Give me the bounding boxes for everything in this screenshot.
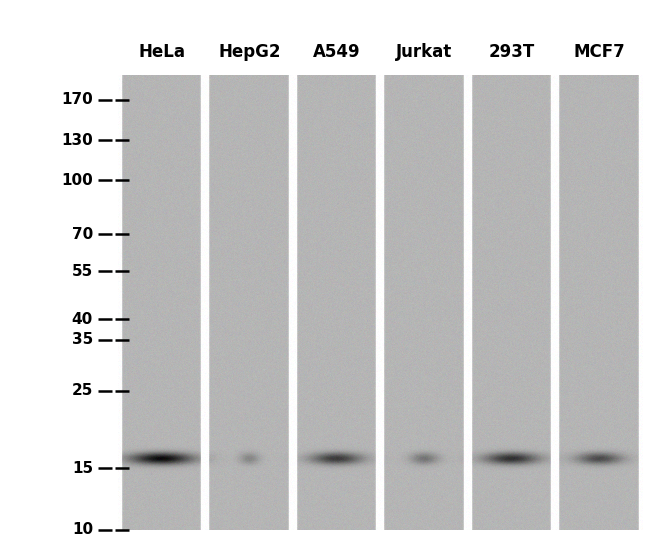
- Text: A549: A549: [313, 43, 361, 61]
- Text: 10: 10: [72, 523, 93, 538]
- Text: 35: 35: [72, 332, 93, 347]
- Bar: [297, 75, 376, 530]
- Text: 25: 25: [72, 383, 93, 399]
- Bar: [472, 75, 551, 530]
- Text: 170: 170: [61, 92, 93, 107]
- Text: 40: 40: [72, 312, 93, 327]
- Bar: [560, 75, 639, 530]
- Bar: [122, 75, 202, 530]
- Text: 55: 55: [72, 263, 93, 279]
- Text: MCF7: MCF7: [573, 43, 625, 61]
- Text: 15: 15: [72, 461, 93, 476]
- Text: 130: 130: [61, 133, 93, 148]
- Text: 293T: 293T: [489, 43, 535, 61]
- Text: HeLa: HeLa: [138, 43, 185, 61]
- Text: Jurkat: Jurkat: [396, 43, 452, 61]
- Bar: [385, 75, 464, 530]
- Text: 70: 70: [72, 227, 93, 242]
- Text: HepG2: HepG2: [218, 43, 281, 61]
- Text: 100: 100: [61, 173, 93, 188]
- Bar: [209, 75, 289, 530]
